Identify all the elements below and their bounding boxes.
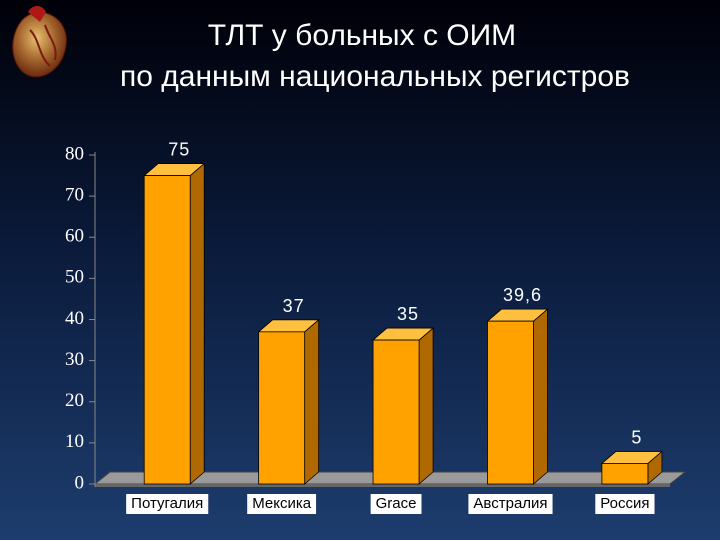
category-box [595, 494, 655, 514]
bar-side [533, 308, 548, 485]
y-tick-label: 20 [65, 390, 84, 411]
x-tick-label: Grace [376, 495, 417, 512]
y-tick-label: 70 [65, 184, 84, 205]
chart-subtitle: по данным национальных регистров [120, 60, 630, 93]
y-tick-label: 80 [65, 143, 84, 164]
value-label: 75 [168, 140, 190, 160]
bar [372, 339, 420, 485]
category-box [126, 494, 209, 514]
bar [601, 463, 649, 485]
y-tick-label: 0 [75, 472, 85, 493]
y-tick-label: 50 [65, 267, 84, 288]
bar [143, 175, 191, 485]
y-tick-label: 30 [65, 349, 84, 370]
category-box [468, 494, 553, 514]
bar [258, 331, 306, 485]
value-label: 37 [283, 296, 305, 316]
value-label: 35 [397, 304, 419, 324]
value-label: 39,6 [503, 285, 542, 305]
category-box [247, 494, 317, 514]
bar [487, 320, 534, 485]
x-tick-label: Потугалия [131, 495, 203, 512]
x-tick-label: Австралия [473, 495, 547, 512]
bar-side [418, 327, 434, 485]
heart-icon [12, 6, 67, 78]
y-tick-label: 40 [65, 308, 84, 329]
y-tick-label: 60 [65, 226, 84, 247]
bar-side [304, 318, 320, 485]
x-tick-label: Мексика [252, 495, 312, 512]
category-box [370, 494, 422, 514]
chart-title: ТЛТ у больных с ОИМ [208, 19, 516, 52]
x-tick-label: Россия [600, 495, 649, 512]
floor-edge [95, 484, 670, 487]
y-tick-label: 10 [65, 431, 84, 452]
bar-side [189, 162, 205, 485]
value-label: 5 [631, 427, 642, 447]
